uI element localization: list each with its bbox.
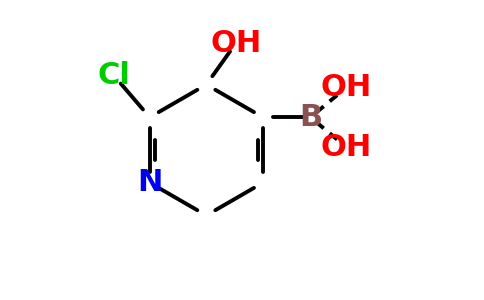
- Text: OH: OH: [211, 28, 262, 58]
- Text: N: N: [137, 168, 163, 197]
- Text: OH: OH: [320, 73, 372, 102]
- Text: B: B: [299, 103, 322, 132]
- Text: Cl: Cl: [98, 61, 131, 90]
- Text: OH: OH: [320, 133, 372, 161]
